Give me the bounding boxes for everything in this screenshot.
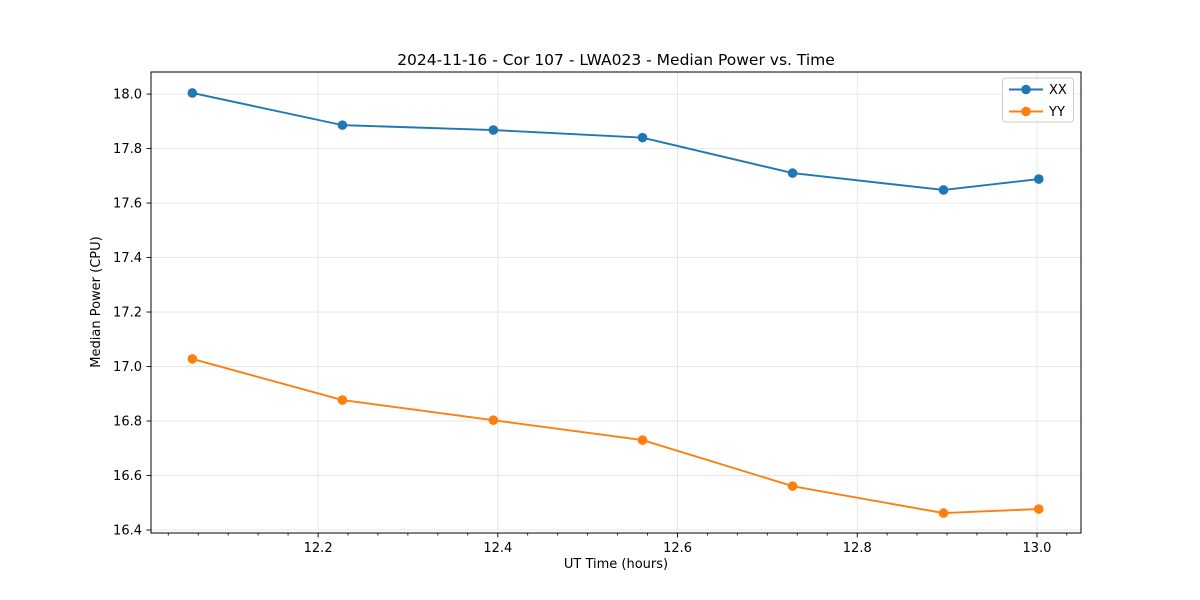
y-tick-label: 18.0 [113,88,142,103]
legend-marker-sample [1021,106,1031,117]
grid-layer [151,72,1081,533]
x-tick-label: 12.4 [483,541,512,556]
data-point-YY [488,415,499,426]
y-axis-label: Median Power (CPU) [89,236,104,367]
data-point-XX [787,168,798,178]
data-point-XX [938,185,949,195]
data-point-XX [337,120,348,130]
x-tick-label: 13.0 [1022,541,1051,556]
data-point-YY [637,435,648,445]
y-tick-label: 16.8 [113,415,142,430]
y-tick-label: 17.6 [113,197,142,212]
y-tick-label: 17.8 [113,142,142,157]
legend-label: XX [1049,83,1067,98]
x-axis-label: UT Time (hours) [564,557,668,572]
y-tick-label: 16.6 [113,469,142,484]
data-point-YY [337,395,348,405]
x-tick-label: 12.2 [304,541,333,556]
series-YY [187,354,1044,518]
legend-label: YY [1048,105,1065,120]
data-point-XX [187,88,198,98]
x-tick-label: 12.6 [663,541,692,556]
legend-item-YY: YY [1009,105,1065,120]
data-point-YY [187,354,198,364]
y-tick-label: 17.4 [113,251,142,266]
data-point-XX [1033,174,1044,184]
legend: XX YY [1002,77,1074,123]
chart-title: 2024-11-16 - Cor 107 - LWA023 - Median P… [397,51,835,69]
series-line-YY [191,357,1040,515]
legend-marker-sample [1021,84,1031,95]
series-layer [187,88,1044,518]
data-point-YY [787,481,798,491]
data-point-YY [938,508,949,518]
y-tick-label: 17.2 [113,306,142,321]
plot-border [150,71,1082,534]
data-point-XX [637,132,648,143]
x-tick-label: 12.8 [843,541,872,556]
y-tick-label: 17.0 [113,360,142,375]
axes-layer: 12.2 12.4 12.6 12.8 13.0 16.4 16.6 16.8 17.0 17.2… [113,71,1082,556]
legend-item-XX: XX [1009,83,1067,98]
series-XX [187,88,1044,195]
data-point-YY [1033,504,1044,514]
y-tick-label: 16.4 [113,524,142,539]
series-line-XX [191,92,1040,191]
data-point-XX [488,125,499,135]
